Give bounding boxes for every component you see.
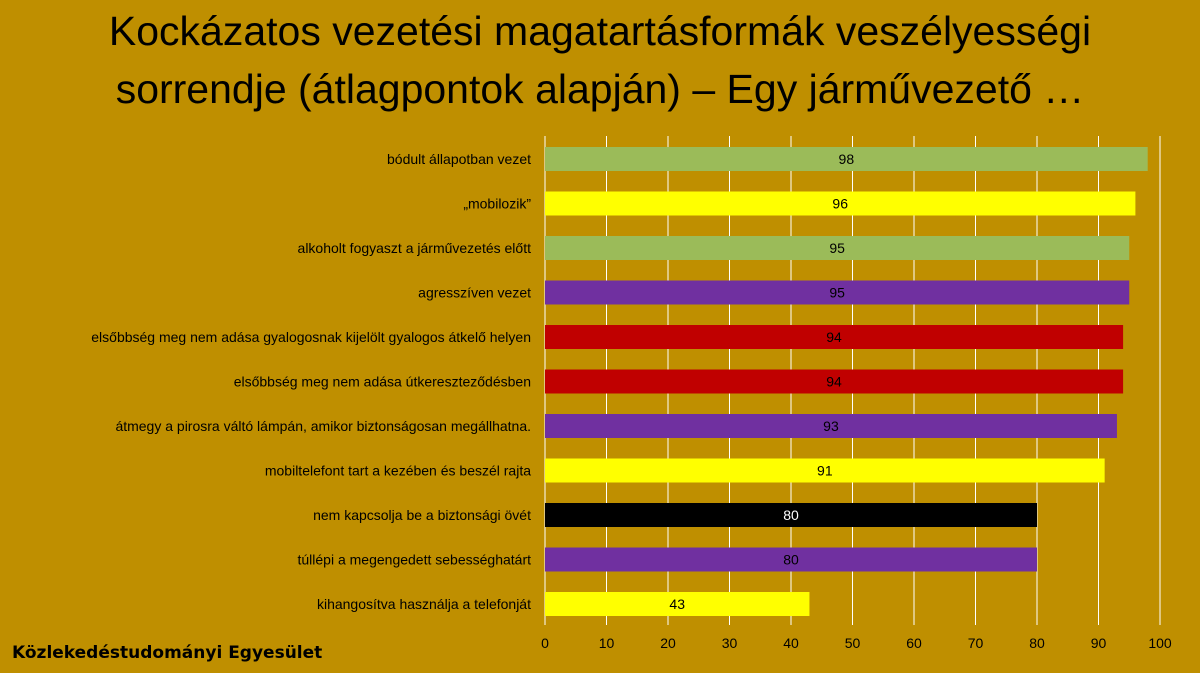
x-tick-label-80: 80 xyxy=(1029,635,1045,651)
data-label-11: 43 xyxy=(669,596,685,612)
bar-10 xyxy=(545,547,1037,572)
x-tick-label-0: 0 xyxy=(541,635,549,651)
category-label-2: „mobilozik” xyxy=(463,196,531,212)
category-label-4: agresszíven vezet xyxy=(418,285,531,301)
data-label-9: 80 xyxy=(783,507,799,523)
data-label-1: 98 xyxy=(839,151,855,167)
bar-6 xyxy=(545,369,1124,394)
bar-1 xyxy=(545,147,1148,171)
bar-7 xyxy=(545,414,1117,438)
category-label-1: bódult állapotban vezet xyxy=(387,151,531,167)
footer-organization: Közlekedéstudományi Egyesület xyxy=(12,643,323,663)
data-label-10: 80 xyxy=(783,552,799,568)
x-tick-label-50: 50 xyxy=(845,635,861,651)
data-label-6: 94 xyxy=(826,374,842,390)
category-label-5: elsőbbség meg nem adása gyalogosnak kije… xyxy=(91,329,531,345)
bar-2 xyxy=(545,191,1136,216)
data-label-2: 96 xyxy=(832,196,848,212)
data-label-7: 93 xyxy=(823,418,839,434)
category-label-10: túllépi a megengedett sebességhatárt xyxy=(298,552,532,568)
category-label-8: mobiltelefont tart a kezében és beszél r… xyxy=(265,463,531,479)
x-tick-label-10: 10 xyxy=(599,635,615,651)
x-tick-label-100: 100 xyxy=(1148,635,1172,651)
data-label-4: 95 xyxy=(829,285,845,301)
chart-title-line-2: sorrendje (átlagpontok alapján) – Egy já… xyxy=(115,66,1085,112)
category-label-6: elsőbbség meg nem adása útkereszteződésb… xyxy=(234,374,531,390)
category-label-7: átmegy a pirosra váltó lámpán, amikor bi… xyxy=(115,418,531,434)
category-label-3: alkoholt fogyaszt a járművezetés előtt xyxy=(298,240,532,256)
data-label-8: 91 xyxy=(817,463,833,479)
chart-title-line-1: Kockázatos vezetési magatartásformák ves… xyxy=(108,8,1092,54)
data-label-5: 94 xyxy=(826,329,842,345)
category-label-11: kihangosítva használja a telefonját xyxy=(317,596,531,612)
x-tick-label-20: 20 xyxy=(660,635,676,651)
bar-5 xyxy=(545,325,1124,349)
bar-11 xyxy=(545,592,810,616)
x-tick-label-70: 70 xyxy=(968,635,984,651)
category-label-9: nem kapcsolja be a biztonsági övét xyxy=(313,507,531,523)
x-tick-label-60: 60 xyxy=(906,635,922,651)
x-tick-label-40: 40 xyxy=(783,635,799,651)
bar-8 xyxy=(545,458,1105,483)
data-label-3: 95 xyxy=(829,240,845,256)
bar-9 xyxy=(545,503,1037,527)
bar-4 xyxy=(545,280,1130,305)
x-tick-label-90: 90 xyxy=(1091,635,1107,651)
bar-3 xyxy=(545,236,1130,260)
x-tick-label-30: 30 xyxy=(722,635,738,651)
